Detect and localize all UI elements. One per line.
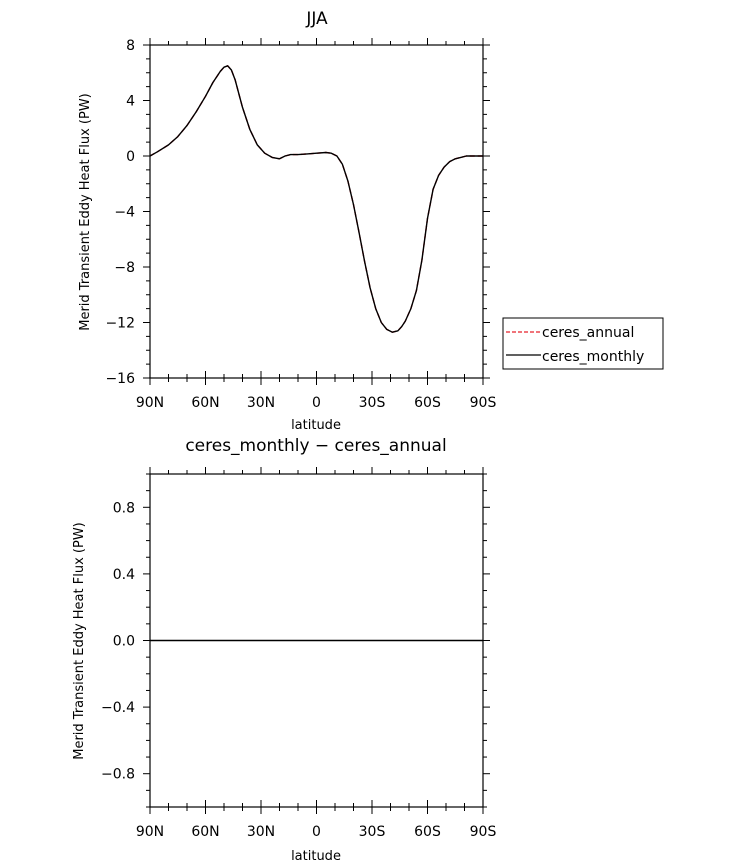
bottom-x-tick-label: 0 bbox=[312, 824, 321, 840]
legend-box bbox=[502, 317, 664, 370]
top-series-group bbox=[149, 65, 483, 333]
bottom-xlabel: latitude bbox=[291, 849, 341, 864]
top-x-tick-label: 0 bbox=[312, 395, 321, 411]
legend-label-ceres-monthly: ceres_monthly bbox=[542, 349, 644, 365]
top-plot-frame bbox=[149, 44, 484, 379]
bottom-y-tick-label: 0.0 bbox=[113, 634, 135, 650]
top-ylabel: Merid Transient Eddy Heat Flux (PW) bbox=[78, 93, 93, 331]
top-y-tick-label: −12 bbox=[105, 316, 135, 332]
legend-label-ceres-annual: ceres_annual bbox=[542, 325, 634, 341]
bottom-plot-frame bbox=[149, 473, 484, 808]
top-y-tick-label: 0 bbox=[126, 149, 135, 165]
top-x-tick-label: 60N bbox=[191, 395, 219, 411]
top-x-tick-label: 90S bbox=[470, 395, 497, 411]
bottom-panel: ceres_monthly − ceres_annual 90N 60N 30N 0 3… bbox=[72, 436, 496, 864]
top-xlabel: latitude bbox=[291, 418, 341, 433]
bottom-x-tick-label: 30S bbox=[359, 824, 386, 840]
bottom-tick-group: 90N 60N 30N 0 30S 60S 90S 0.8 0.4 0.0 −0.4 −0.8 bbox=[101, 467, 496, 840]
top-y-tick-label: −16 bbox=[105, 371, 135, 387]
bottom-y-tick-label: 0.4 bbox=[113, 567, 135, 583]
top-panel: JJA 90N 60N 30N 0 30S 60S 90S 8 4 0 −4 −8 −12 −16 lat… bbox=[78, 9, 496, 433]
top-tick-group: 90N 60N 30N 0 30S 60S 90S 8 4 0 −4 −8 −12 −16 bbox=[105, 38, 496, 411]
bottom-x-tick-label: 30N bbox=[247, 824, 275, 840]
top-x-tick-label: 60S bbox=[414, 395, 441, 411]
bottom-x-tick-label: 90N bbox=[136, 824, 164, 840]
bottom-x-tick-label: 60N bbox=[191, 824, 219, 840]
top-y-tick-label: 8 bbox=[126, 38, 135, 54]
top-x-tick-label: 90N bbox=[136, 395, 164, 411]
top-y-tick-label: 4 bbox=[126, 94, 135, 110]
top-y-tick-label: −8 bbox=[114, 260, 135, 276]
top-x-tick-label: 30S bbox=[359, 395, 386, 411]
bottom-x-tick-label: 90S bbox=[470, 824, 497, 840]
top-x-tick-label: 30N bbox=[247, 395, 275, 411]
top-y-tick-label: −4 bbox=[114, 205, 135, 221]
bottom-y-tick-label: −0.8 bbox=[101, 767, 135, 783]
bottom-x-tick-label: 60S bbox=[414, 824, 441, 840]
bottom-y-tick-label: 0.8 bbox=[113, 500, 135, 516]
top-series-ceres-monthly bbox=[149, 65, 483, 333]
bottom-title: ceres_monthly − ceres_annual bbox=[185, 436, 446, 456]
bottom-y-tick-label: −0.4 bbox=[101, 700, 135, 716]
top-title: JJA bbox=[305, 9, 328, 29]
legend: ceres_annual ceres_monthly bbox=[502, 317, 664, 370]
bottom-ylabel: Merid Transient Eddy Heat Flux (PW) bbox=[72, 522, 87, 760]
